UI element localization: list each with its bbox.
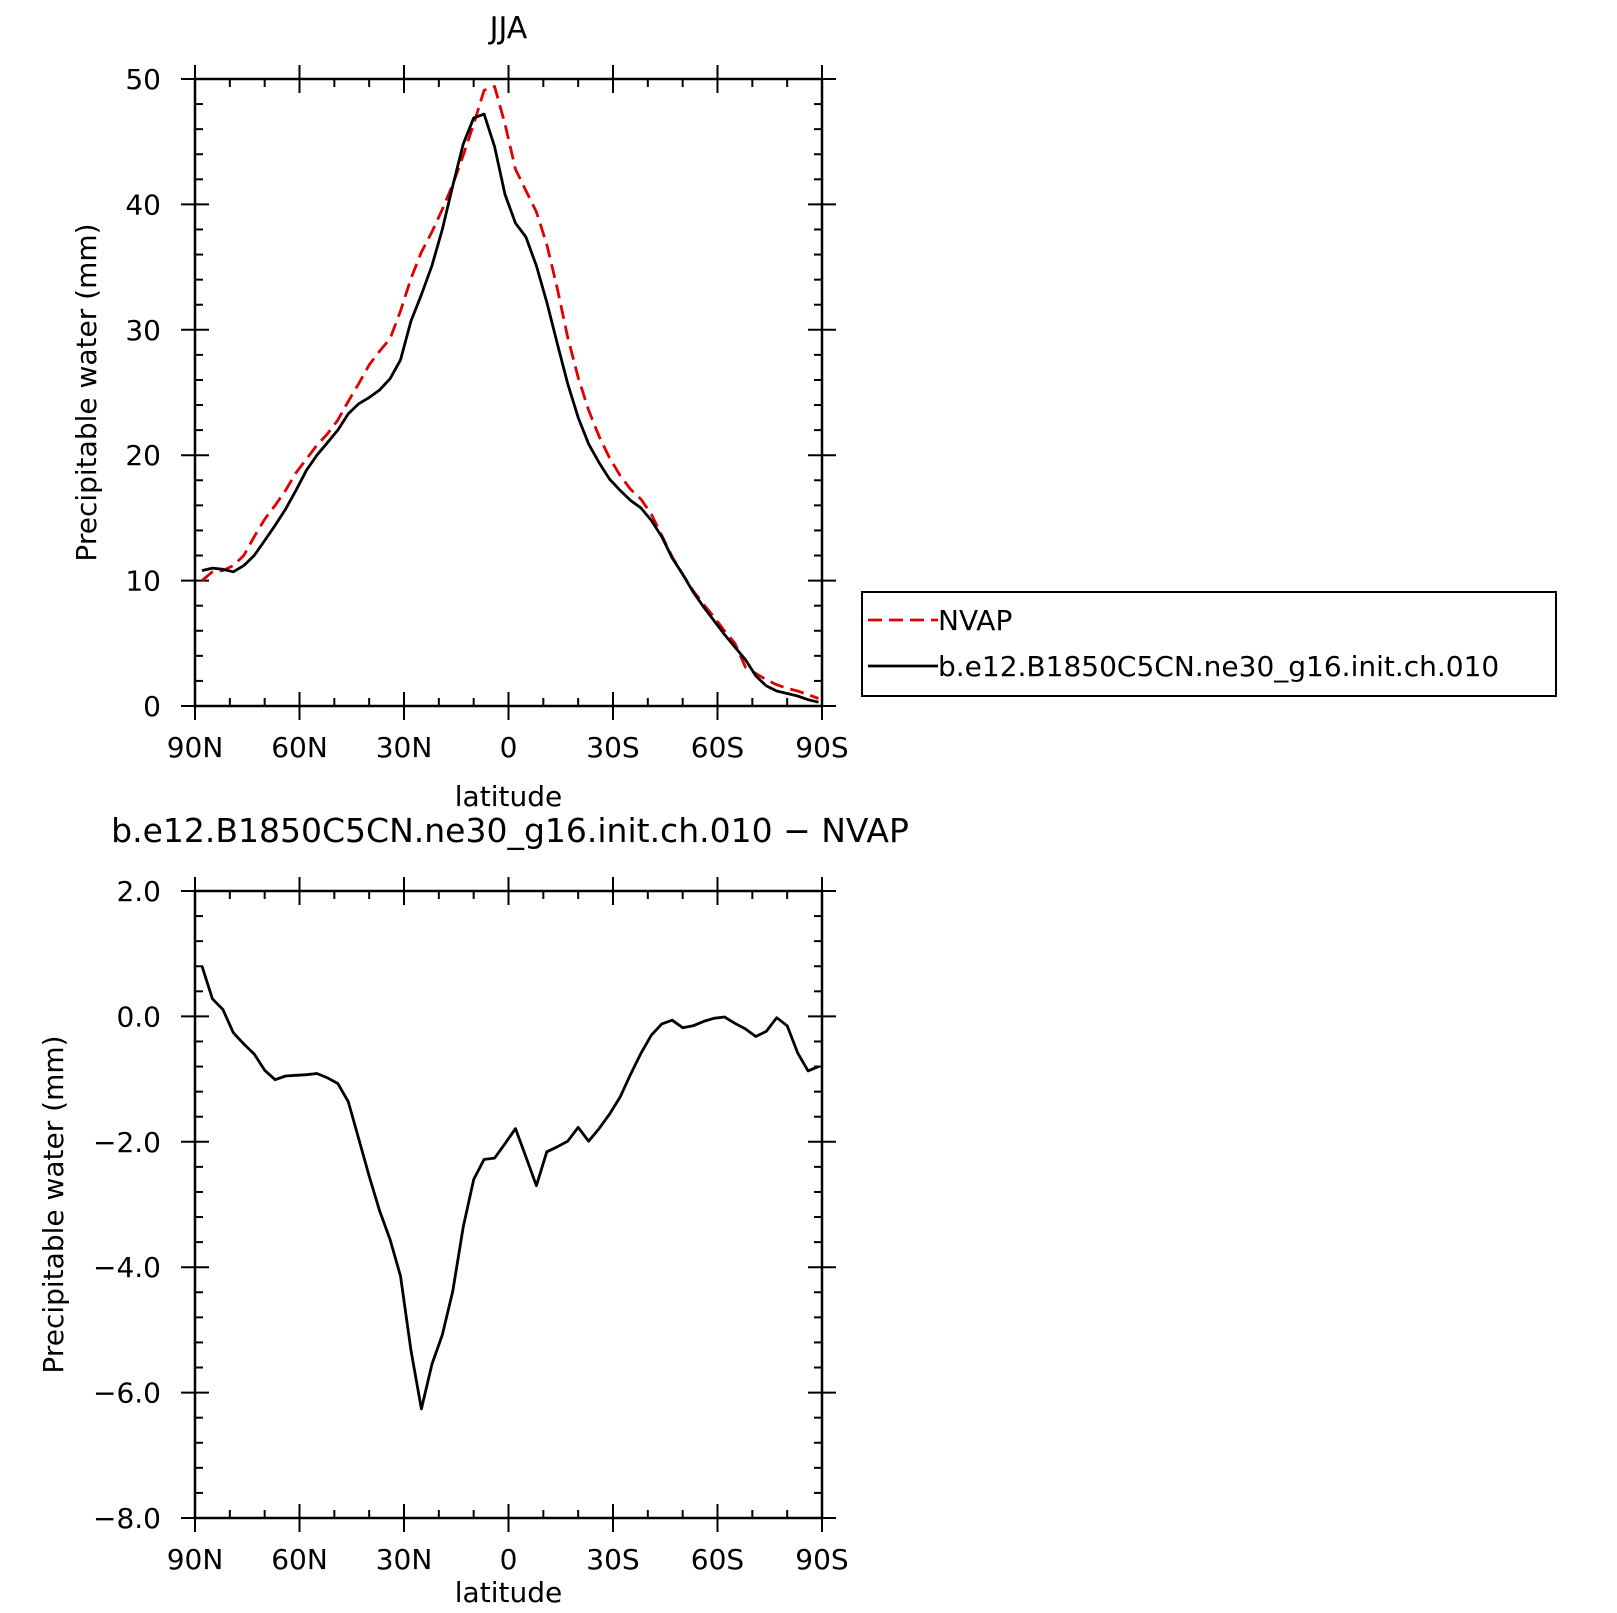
- x-tick-label: 90S: [795, 731, 848, 764]
- y-axis-label: Precipitable water (mm): [37, 1035, 70, 1373]
- x-tick-label: 60N: [271, 731, 328, 764]
- series-line-nvap: [201, 85, 819, 700]
- x-tick-label: 0: [500, 731, 518, 764]
- y-tick-label: 20: [125, 439, 161, 472]
- x-tick-label: 30S: [586, 731, 639, 764]
- x-tick-label: 0: [500, 1543, 518, 1576]
- x-tick-label: 30S: [586, 1543, 639, 1576]
- legend: NVAP b.e12.B1850C5CN.ne30_g16.init.ch.010: [861, 591, 1557, 697]
- chart-title: JJA: [488, 11, 528, 46]
- y-tick-label: 30: [125, 314, 161, 347]
- chart-panel-2: b.e12.B1850C5CN.ne30_g16.init.ch.010 − N…: [37, 811, 909, 1609]
- x-tick-label: 90N: [167, 1543, 224, 1576]
- chart-panel-1: JJA 0 10 20 30 40 50 90N 60N 30N 0 30S 60S 90S latitud…: [70, 11, 1557, 813]
- y-tick-label: −8.0: [93, 1502, 161, 1535]
- y-tick-label: 0.0: [116, 1000, 161, 1033]
- x-tick-label: 30N: [376, 731, 433, 764]
- y-tick-label: 0: [143, 690, 161, 723]
- x-tick-label: 60S: [691, 1543, 744, 1576]
- chart-title: b.e12.B1850C5CN.ne30_g16.init.ch.010 − N…: [111, 811, 909, 850]
- x-tick-label: 60S: [691, 731, 744, 764]
- plot-frame: [193, 77, 824, 708]
- x-axis-label: latitude: [455, 1576, 562, 1609]
- y-tick-label: −2.0: [93, 1126, 161, 1159]
- y-tick-label: 40: [125, 188, 161, 221]
- y-tick-label: −6.0: [93, 1377, 161, 1410]
- y-tick-label: 10: [125, 565, 161, 598]
- y-tick-label: 2.0: [116, 875, 161, 908]
- plot-frame: [193, 889, 824, 1520]
- y-tick-label: 50: [125, 63, 161, 96]
- y-tick-label: −4.0: [93, 1251, 161, 1284]
- x-tick-label: 90N: [167, 731, 224, 764]
- legend-box: [861, 591, 1557, 697]
- y-axis-label: Precipitable water (mm): [70, 223, 103, 561]
- x-tick-label: 30N: [376, 1543, 433, 1576]
- x-tick-label: 90S: [795, 1543, 848, 1576]
- series-line-difference: [200, 965, 820, 1411]
- legend-label: b.e12.B1850C5CN.ne30_g16.init.ch.010: [938, 650, 1499, 683]
- x-tick-label: 60N: [271, 1543, 328, 1576]
- x-axis-label: latitude: [455, 780, 562, 813]
- legend-label: NVAP: [938, 604, 1012, 637]
- series-line-b-e12-b1850c5cn-ne30-g16-init-ch-010: [201, 112, 819, 704]
